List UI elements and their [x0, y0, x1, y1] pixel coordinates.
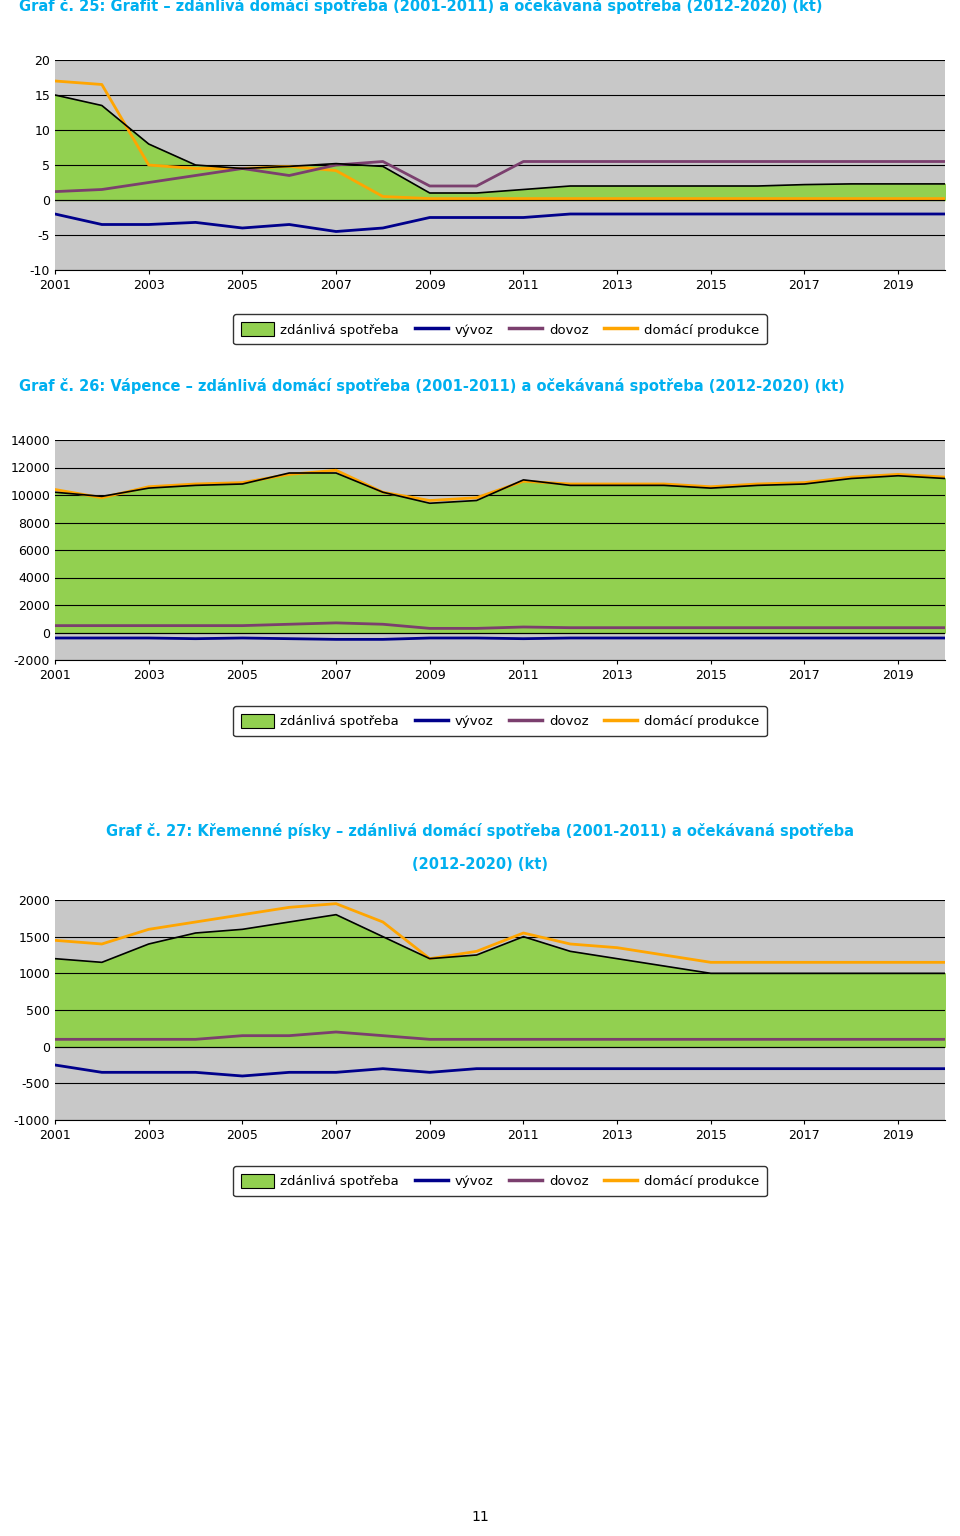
Text: Graf č. 25: Grafit – zdánlivá domácí spotřeba (2001-2011) a očekávaná spotřeba (: Graf č. 25: Grafit – zdánlivá domácí spo… [19, 0, 823, 14]
Legend: zdánlivá spotřeba, vývoz, dovoz, domácí produkce: zdánlivá spotřeba, vývoz, dovoz, domácí … [233, 707, 767, 736]
Legend: zdánlivá spotřeba, vývoz, dovoz, domácí produkce: zdánlivá spotřeba, vývoz, dovoz, domácí … [233, 1166, 767, 1197]
Text: (2012-2020) (kt): (2012-2020) (kt) [412, 857, 548, 872]
Text: Graf č. 26: Vápence – zdánlivá domácí spotřeba (2001-2011) a očekávaná spotřeba : Graf č. 26: Vápence – zdánlivá domácí sp… [19, 378, 845, 393]
Legend: zdánlivá spotřeba, vývoz, dovoz, domácí produkce: zdánlivá spotřeba, vývoz, dovoz, domácí … [233, 315, 767, 344]
Text: 11: 11 [471, 1510, 489, 1524]
Text: Graf č. 27: Křemenné písky – zdánlivá domácí spotřeba (2001-2011) a očekávaná sp: Graf č. 27: Křemenné písky – zdánlivá do… [106, 823, 854, 839]
